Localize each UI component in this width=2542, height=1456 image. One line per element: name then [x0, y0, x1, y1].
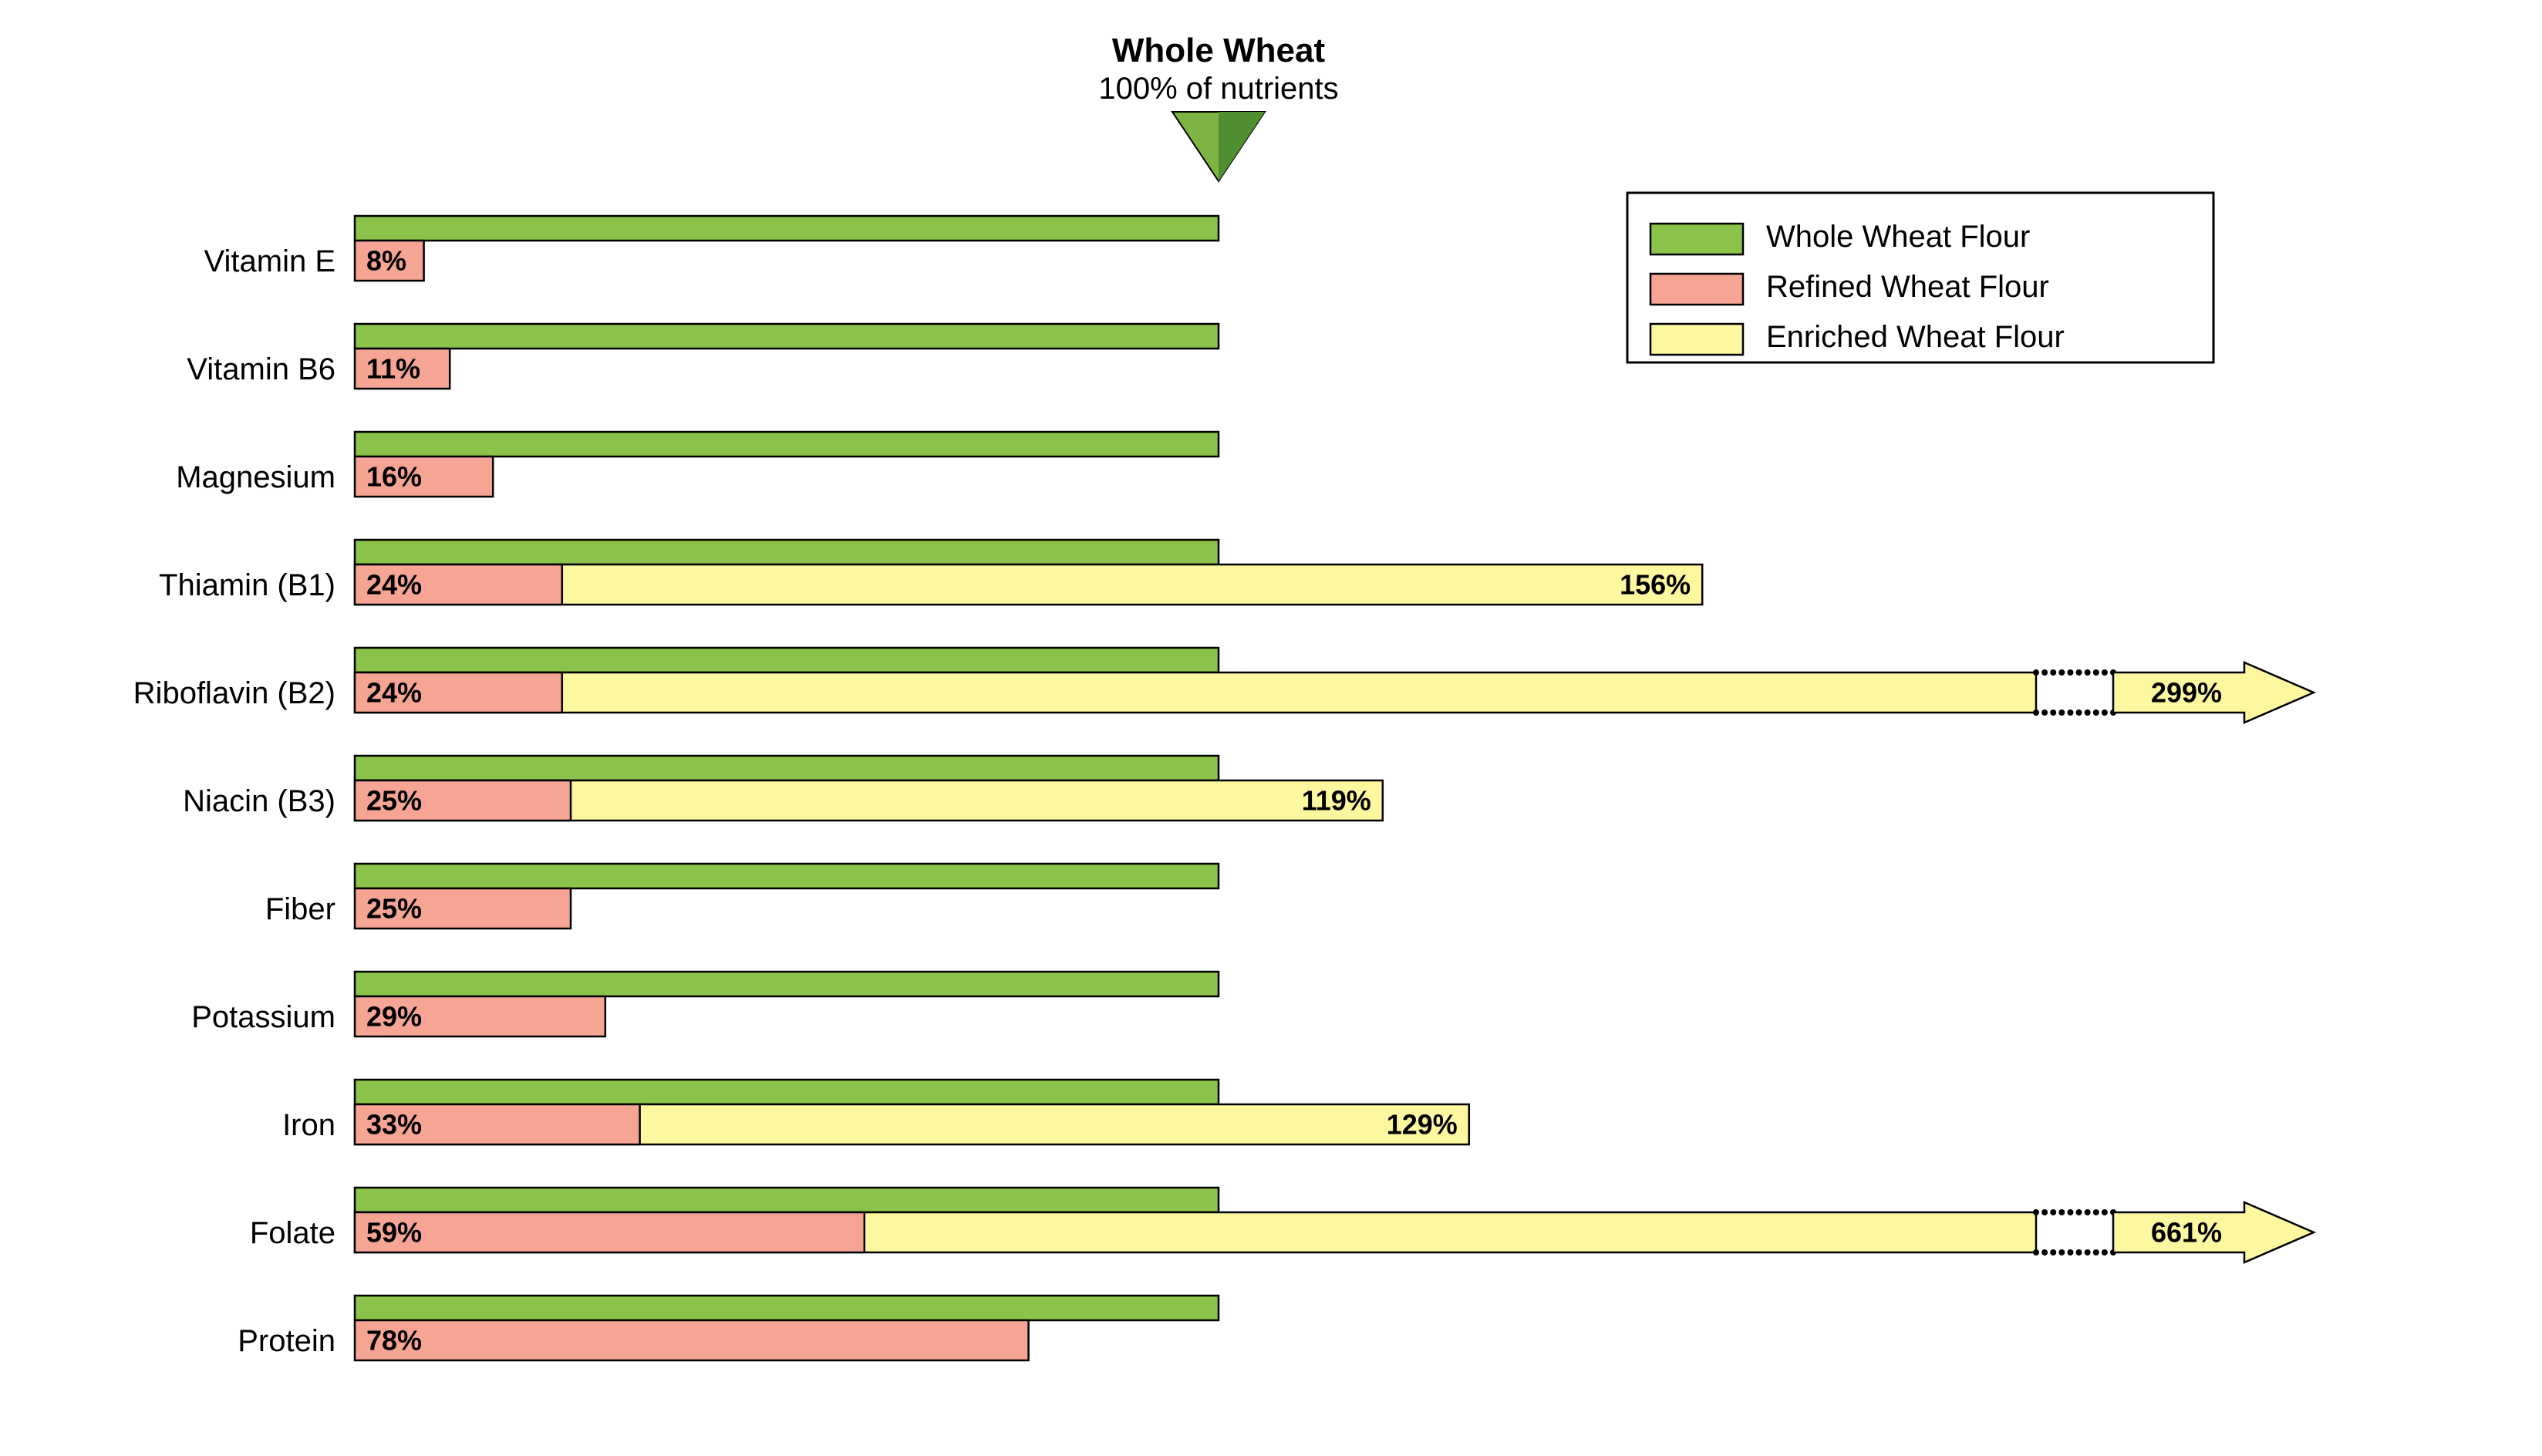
whole-bar — [355, 864, 1219, 888]
nutrient-chart: Whole Wheat100% of nutrients Whole Wheat … — [0, 0, 2542, 1456]
header-subtitle: 100% of nutrients — [1098, 72, 1338, 106]
enriched-bar — [355, 672, 2036, 713]
refined-value: 25% — [366, 893, 422, 925]
nutrient-row: Thiamin (B1) 156% 24% — [159, 540, 1702, 605]
refined-value: 59% — [366, 1217, 422, 1249]
header-title: Whole Wheat — [1112, 32, 1326, 69]
refined-value: 25% — [366, 785, 422, 817]
legend-swatch — [1650, 224, 1743, 254]
legend: Whole Wheat Flour Refined Wheat Flour Enri… — [1627, 193, 2213, 362]
nutrient-label: Potassium — [191, 1000, 335, 1034]
refined-value: 24% — [366, 569, 422, 601]
whole-bar — [355, 324, 1219, 349]
nutrient-row: Magnesium 16% — [176, 432, 1219, 497]
refined-value: 16% — [366, 461, 422, 493]
nutrient-row: Riboflavin (B2) 299% 24% — [133, 648, 2314, 723]
enriched-value: 299% — [2151, 677, 2222, 709]
nutrient-row: Potassium 29% — [191, 972, 1219, 1036]
refined-value: 29% — [366, 1001, 422, 1033]
refined-value: 33% — [366, 1109, 422, 1141]
nutrient-label: Iron — [282, 1108, 335, 1142]
legend-swatch — [1650, 274, 1743, 305]
nutrient-label: Niacin (B3) — [183, 784, 335, 818]
nutrient-label: Vitamin E — [204, 244, 335, 278]
nutrient-row: Fiber 25% — [265, 864, 1219, 929]
nutrient-row: Vitamin B6 11% — [187, 324, 1219, 389]
nutrient-row: Vitamin E 8% — [204, 216, 1219, 281]
whole-bar — [355, 540, 1219, 565]
nutrient-label: Protein — [238, 1324, 335, 1358]
whole-bar — [355, 972, 1219, 996]
enriched-value: 156% — [1620, 569, 1691, 601]
whole-bar — [355, 216, 1219, 241]
nutrient-label: Magnesium — [176, 460, 335, 494]
enriched-value: 119% — [1302, 785, 1371, 817]
nutrient-label: Thiamin (B1) — [159, 568, 335, 602]
refined-value: 78% — [366, 1325, 422, 1357]
nutrient-label: Fiber — [265, 892, 335, 926]
refined-value: 11% — [366, 353, 420, 385]
whole-bar — [355, 432, 1219, 457]
header: Whole Wheat100% of nutrients — [1098, 32, 1338, 181]
enriched-value: 129% — [1387, 1109, 1458, 1141]
whole-bar — [355, 1080, 1219, 1104]
refined-value: 8% — [366, 245, 406, 277]
legend-label: Whole Wheat Flour — [1766, 220, 2030, 254]
whole-bar — [355, 1188, 1219, 1212]
enriched-value: 661% — [2151, 1217, 2222, 1249]
nutrient-row: Folate 661% 59% — [250, 1188, 2314, 1262]
whole-bar — [355, 756, 1219, 780]
nutrient-row: Iron 129% 33% — [282, 1080, 1469, 1144]
refined-bar — [355, 1320, 1029, 1360]
nutrient-label: Folate — [250, 1216, 335, 1250]
nutrient-row: Protein 78% — [238, 1296, 1219, 1360]
nutrient-row: Niacin (B3) 119% 25% — [183, 756, 1383, 821]
whole-bar — [355, 648, 1219, 672]
whole-bar — [355, 1296, 1219, 1320]
nutrient-label: Vitamin B6 — [187, 352, 335, 386]
refined-value: 24% — [366, 677, 422, 709]
refined-bar — [355, 1212, 865, 1252]
legend-swatch — [1650, 324, 1743, 355]
nutrient-label: Riboflavin (B2) — [133, 676, 335, 710]
legend-label: Refined Wheat Flour — [1766, 270, 2049, 304]
legend-label: Enriched Wheat Flour — [1766, 320, 2065, 354]
